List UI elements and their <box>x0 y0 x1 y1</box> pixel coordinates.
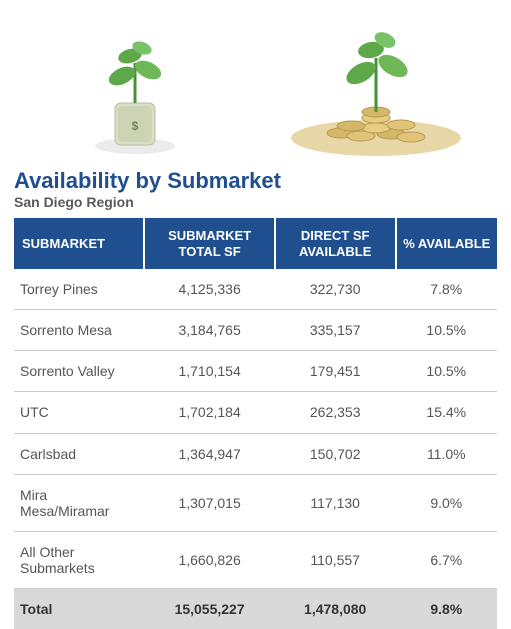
cell-submarket: Torrey Pines <box>14 269 144 310</box>
cell-pct: 10.5% <box>396 351 497 392</box>
table-header-row: SUBMARKET SUBMARKET TOTAL SF DIRECT SF A… <box>14 218 497 269</box>
cell-direct_sf: 262,353 <box>275 392 396 433</box>
col-header-total-sf: SUBMARKET TOTAL SF <box>144 218 274 269</box>
cell-total_sf: 1,660,826 <box>144 531 274 588</box>
cell-total_sf: 1,364,947 <box>144 433 274 474</box>
page-title: Availability by Submarket <box>14 168 497 194</box>
col-header-submarket: SUBMARKET <box>14 218 144 269</box>
total-cell-direct_sf: 1,478,080 <box>275 589 396 629</box>
cell-total_sf: 4,125,336 <box>144 269 274 310</box>
cell-direct_sf: 179,451 <box>275 351 396 392</box>
coin-plant-image <box>256 18 498 158</box>
cell-direct_sf: 322,730 <box>275 269 396 310</box>
cell-total_sf: 3,184,765 <box>144 310 274 351</box>
cell-submarket: UTC <box>14 392 144 433</box>
decorative-images-row: $ <box>14 8 497 158</box>
availability-table: SUBMARKET SUBMARKET TOTAL SF DIRECT SF A… <box>14 218 497 629</box>
cell-pct: 11.0% <box>396 433 497 474</box>
table-row: Sorrento Mesa3,184,765335,15710.5% <box>14 310 497 351</box>
cell-pct: 7.8% <box>396 269 497 310</box>
cell-submarket: Sorrento Mesa <box>14 310 144 351</box>
money-plant-image: $ <box>14 18 256 158</box>
table-row: UTC1,702,184262,35315.4% <box>14 392 497 433</box>
table-row: Sorrento Valley1,710,154179,45110.5% <box>14 351 497 392</box>
cell-submarket: All Other Submarkets <box>14 531 144 588</box>
cell-total_sf: 1,710,154 <box>144 351 274 392</box>
cell-direct_sf: 110,557 <box>275 531 396 588</box>
total-cell-total_sf: 15,055,227 <box>144 589 274 629</box>
table-total-row: Total15,055,2271,478,0809.8% <box>14 589 497 629</box>
cell-total_sf: 1,307,015 <box>144 474 274 531</box>
col-header-direct-sf: DIRECT SF AVAILABLE <box>275 218 396 269</box>
cell-pct: 15.4% <box>396 392 497 433</box>
page-subtitle: San Diego Region <box>14 194 497 210</box>
total-cell-pct: 9.8% <box>396 589 497 629</box>
total-cell-submarket: Total <box>14 589 144 629</box>
cell-pct: 10.5% <box>396 310 497 351</box>
cell-direct_sf: 117,130 <box>275 474 396 531</box>
cell-submarket: Carlsbad <box>14 433 144 474</box>
cell-direct_sf: 150,702 <box>275 433 396 474</box>
cell-submarket: Sorrento Valley <box>14 351 144 392</box>
table-row: Torrey Pines4,125,336322,7307.8% <box>14 269 497 310</box>
cell-pct: 6.7% <box>396 531 497 588</box>
table-row: Carlsbad1,364,947150,70211.0% <box>14 433 497 474</box>
cell-total_sf: 1,702,184 <box>144 392 274 433</box>
table-row: All Other Submarkets1,660,826110,5576.7% <box>14 531 497 588</box>
col-header-pct: % AVAILABLE <box>396 218 497 269</box>
cell-pct: 9.0% <box>396 474 497 531</box>
cell-direct_sf: 335,157 <box>275 310 396 351</box>
cell-submarket: Mira Mesa/Miramar <box>14 474 144 531</box>
svg-text:$: $ <box>131 119 138 133</box>
table-row: Mira Mesa/Miramar1,307,015117,1309.0% <box>14 474 497 531</box>
